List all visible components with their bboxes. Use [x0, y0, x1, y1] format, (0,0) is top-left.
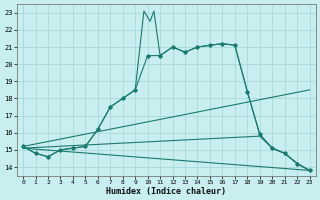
X-axis label: Humidex (Indice chaleur): Humidex (Indice chaleur)	[106, 187, 226, 196]
